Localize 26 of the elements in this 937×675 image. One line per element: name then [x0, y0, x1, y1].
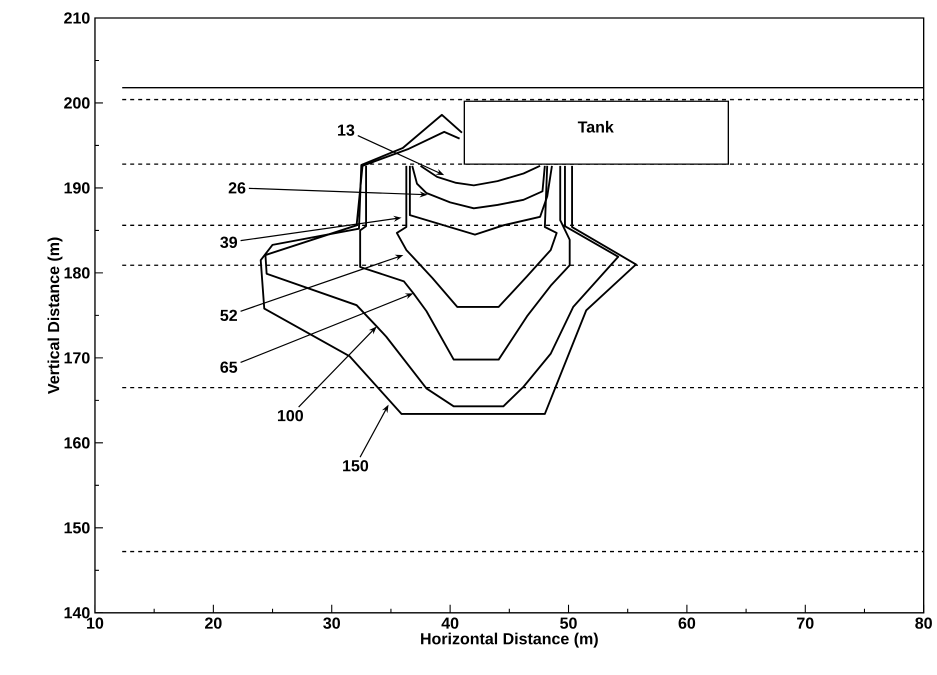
annotation: 26: [228, 182, 246, 194]
annotation: 13: [338, 124, 354, 136]
y-tick-label: 190: [64, 182, 90, 194]
x-tick-label: 80: [915, 618, 932, 629]
y-tick-label: 180: [64, 267, 90, 279]
annotation: 100: [278, 410, 303, 422]
x-tick-label: 40: [441, 618, 458, 629]
x-tick-label: 60: [678, 618, 696, 629]
annotation: Tank: [578, 121, 614, 133]
y-tick-label: 170: [64, 352, 90, 364]
y-tick-label: 150: [64, 522, 90, 534]
annotation: 52: [220, 310, 237, 322]
annotation: 65: [220, 362, 238, 373]
x-tick-label: 30: [323, 618, 340, 629]
x-tick-label: 20: [205, 618, 222, 629]
y-tick-label: 210: [64, 12, 90, 24]
annotation: 150: [343, 460, 368, 472]
y-tick-label: 140: [64, 607, 90, 619]
x-tick-label: 50: [560, 618, 577, 629]
x-axis-title: Horizontal Distance (m): [421, 632, 598, 648]
annotation: 39: [220, 236, 238, 248]
x-tick-label: 10: [87, 618, 104, 629]
y-tick-label: 200: [64, 97, 90, 109]
x-tick-label: 70: [797, 618, 814, 629]
y-axis-title: Vertical Distance (m): [48, 238, 62, 394]
y-tick-label: 160: [64, 437, 90, 449]
